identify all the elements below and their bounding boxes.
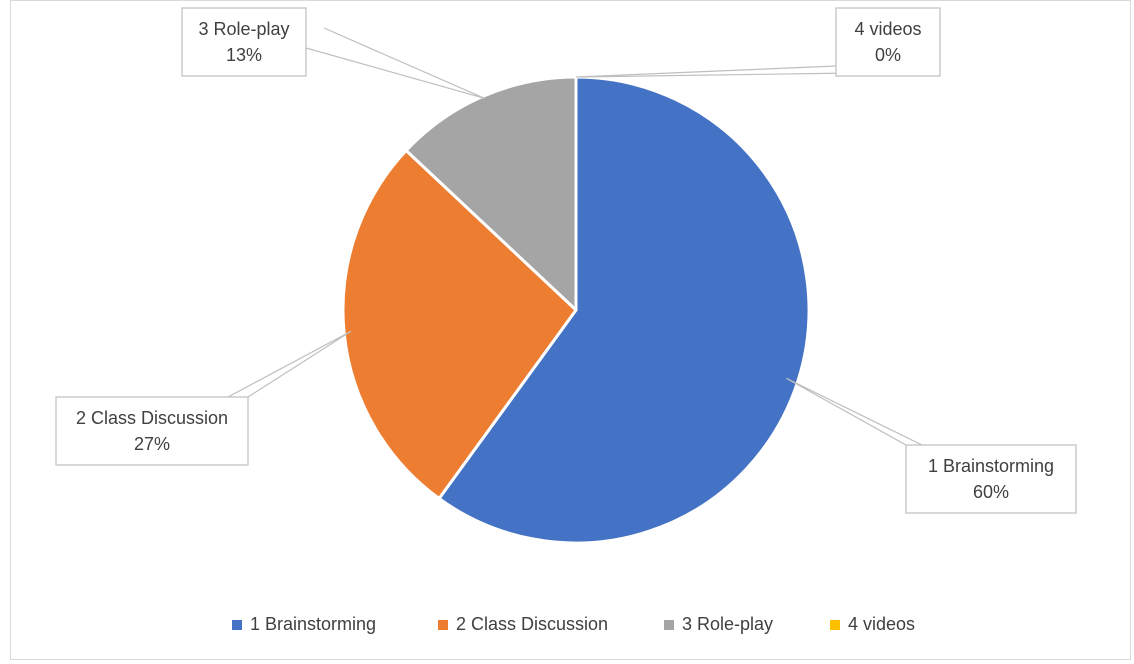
- data-label-percent-2-class-discussion: 27%: [134, 434, 170, 454]
- data-label-category-1-brainstorming: 1 Brainstorming: [928, 456, 1054, 476]
- data-label-percent-3-role-play: 13%: [226, 45, 262, 65]
- data-label-category-4-videos: 4 videos: [854, 19, 921, 39]
- pie-slice-2-class-discussion: [341, 149, 578, 500]
- legend-swatch-1-brainstorming: [232, 620, 242, 630]
- leader-line-2-class-discussion: [227, 330, 352, 398]
- legend-label-3-role-play: 3 Role-play: [682, 614, 773, 634]
- data-label-category-3-role-play: 3 Role-play: [198, 19, 289, 39]
- legend: 1 Brainstorming 2 Class Discussion 3 Role-…: [232, 614, 915, 634]
- pie-slice-1-brainstorming: [437, 75, 811, 545]
- data-label-box-2-class-discussion: [55, 396, 249, 466]
- data-label-category-2-class-discussion: 2 Class Discussion: [76, 408, 228, 428]
- data-label-percent-1-brainstorming: 60%: [973, 482, 1009, 502]
- legend-label-2-class-discussion: 2 Class Discussion: [456, 614, 608, 634]
- leader-lines: [227, 27, 923, 446]
- legend-swatch-4-videos: [830, 620, 840, 630]
- legend-swatch-2-class-discussion: [438, 620, 448, 630]
- leader-line-3-role-play: [305, 27, 485, 99]
- pie-slices: [341, 75, 811, 545]
- data-label-box-4-videos: [835, 7, 941, 77]
- legend-label-4-videos: 4 videos: [848, 614, 915, 634]
- pie-slice-3-role-play: [404, 75, 578, 312]
- leader-line-1-brainstorming: [786, 377, 923, 446]
- data-label-box-1-brainstorming: [905, 444, 1077, 514]
- data-labels: 1 Brainstorming 60% 2 Class Discussion 27% 3…: [55, 7, 1077, 514]
- data-label-percent-4-videos: 0%: [875, 45, 901, 65]
- legend-label-1-brainstorming: 1 Brainstorming: [250, 614, 376, 634]
- legend-swatch-3-role-play: [664, 620, 674, 630]
- leader-line-4-videos: [575, 65, 855, 78]
- data-label-box-3-role-play: [181, 7, 307, 77]
